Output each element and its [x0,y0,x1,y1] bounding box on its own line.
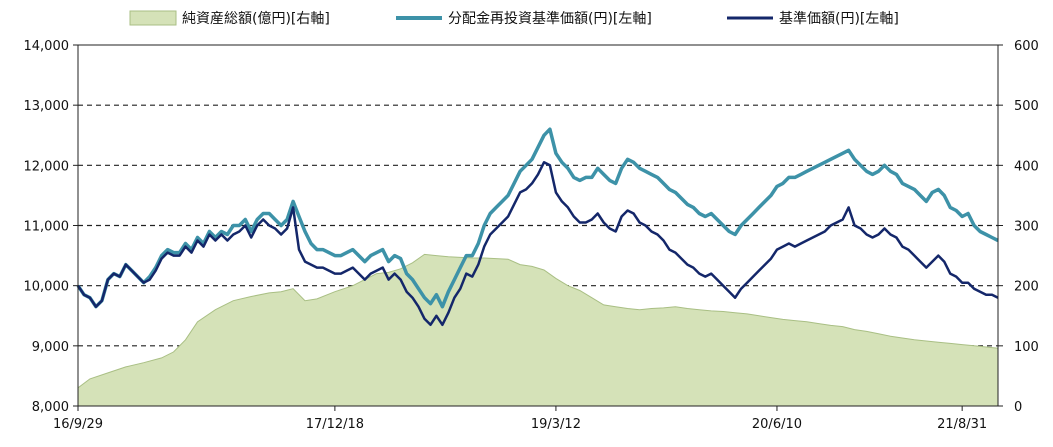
right-axis-label: 200 [1014,280,1039,295]
legend-item-net-assets: 純資産総額(億円)[右軸] [129,10,330,27]
left-axis-label: 10,000 [24,280,70,295]
left-axis-label: 9,000 [32,340,69,355]
right-axis: 0 100 200 300 400 500 600 [998,39,1039,415]
left-axis: 8,000 9,000 10,000 11,000 12,000 13,000 14,000 [24,39,78,415]
legend-label-nav: 基準価額(円)[左軸] [779,10,899,27]
x-axis-label: 21/8/31 [937,417,987,432]
x-axis-label: 16/9/29 [53,417,103,432]
reinvested-nav-line [76,127,999,309]
left-axis-label: 8,000 [32,400,69,415]
legend-item-nav: 基準価額(円)[左軸] [727,10,899,27]
net-assets-area [77,253,999,407]
legend-label-net-assets: 純資産総額(億円)[右軸] [182,11,330,27]
right-axis-label: 500 [1014,99,1039,114]
right-axis-label: 400 [1014,159,1039,174]
legend-swatch-net-assets [129,10,177,26]
legend-label-reinvested-nav: 分配金再投資基準価額(円)[左軸] [448,10,652,27]
right-axis-label: 100 [1014,340,1039,355]
right-axis-label: 600 [1014,39,1039,54]
right-axis-label: 300 [1014,220,1039,235]
legend: 純資産総額(億円)[右軸] 分配金再投資基準価額(円)[左軸] 基準価額(円)[… [129,10,899,27]
x-axis-label: 17/12/18 [306,417,364,432]
legend-item-reinvested-nav: 分配金再投資基準価額(円)[左軸] [396,10,652,27]
x-axis-label: 19/3/12 [531,417,581,432]
left-axis-label: 13,000 [24,99,70,114]
left-axis-label: 11,000 [24,220,70,235]
left-axis-label: 14,000 [24,39,70,54]
x-axis-label: 20/6/10 [752,417,802,432]
x-axis: 16/9/29 17/12/18 19/3/12 20/6/10 21/8/31 [53,406,987,432]
left-axis-label: 12,000 [24,159,70,174]
right-axis-label: 0 [1014,400,1022,415]
nav-line [76,161,999,327]
